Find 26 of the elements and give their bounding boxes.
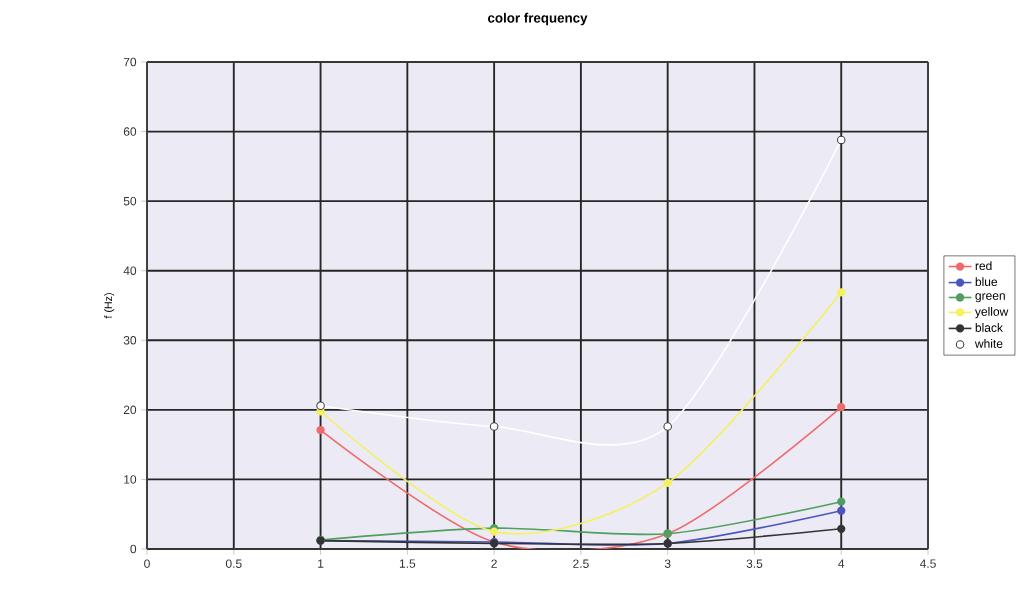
y-tick-label: 40 [123,266,137,275]
chart-title: color frequency [488,12,588,26]
y-tick-label: 60 [123,127,137,136]
y-tick-label: 0 [130,544,137,554]
legend-label: yellow [974,307,1009,319]
x-tick-label: 0 [144,559,150,568]
x-tick-label: 1 [318,559,324,568]
y-tick-label: 30 [123,336,137,345]
legend-label: black [975,323,1003,332]
x-tick-label: 2 [491,559,497,568]
y-tick-label: 50 [123,196,137,206]
x-tick-label: 4.5 [919,559,936,568]
legend-label: blue [975,277,998,287]
x-tick-label: 2.5 [573,559,589,568]
x-tick-label: 3.5 [746,559,763,568]
y-tick-label: 10 [124,475,137,484]
x-tick-label: 0.5 [225,559,242,568]
legend-label: white [974,339,1003,348]
y-tick-label: 70 [123,57,137,67]
x-tick-label: 1.5 [399,559,416,568]
x-tick-label: 3 [664,559,671,568]
legend-label: red [975,261,992,271]
x-tick-label: 4 [838,559,845,568]
y-tick-label: 20 [123,405,137,415]
y-axis-title: f (Hz) [104,293,115,319]
legend-label: green [975,293,1005,303]
